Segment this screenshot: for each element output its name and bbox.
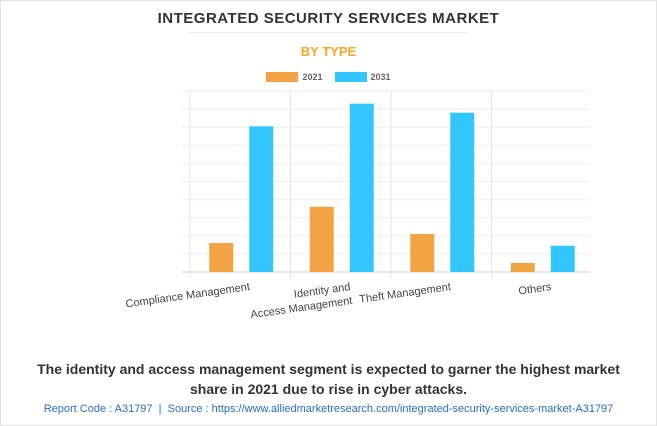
bar-2031	[349, 103, 374, 272]
x-tick-label: Identity andAccess Management	[248, 281, 353, 321]
legend-item-2021[interactable]: 2021	[266, 72, 323, 82]
x-tick-label-line: Theft Management	[359, 281, 452, 306]
caption: The identity and access management segme…	[0, 359, 657, 399]
caption-line: share in 2021 due to rise in cyber attac…	[189, 381, 468, 397]
bar-2021	[209, 243, 234, 272]
legend-label: 2021	[302, 72, 323, 82]
x-tick-label: Compliance Management	[125, 281, 251, 310]
legend: 2021 2031	[0, 72, 657, 82]
caption-line: The identity and access management segme…	[37, 361, 620, 377]
legend-swatch-2031	[334, 72, 367, 82]
chart-subtitle: BY TYPE	[300, 44, 357, 59]
source-footer[interactable]: Report Code : A31797 | Source : https://…	[43, 403, 614, 415]
bar-2031	[450, 112, 475, 272]
bar-2021	[410, 233, 435, 272]
bar-2021	[309, 206, 334, 272]
bar-chart: Compliance Management Identity andAccess …	[125, 90, 590, 321]
chart-title: INTEGRATED SECURITY SERVICES MARKET	[157, 10, 500, 27]
bar-2021	[510, 262, 535, 272]
x-tick-label-line: Others	[518, 281, 553, 298]
legend-item-2031[interactable]: 2031	[334, 72, 391, 82]
title-divider	[188, 32, 468, 33]
bar-2031	[550, 245, 575, 272]
x-tick-label: Theft Management	[359, 281, 452, 306]
legend-label: 2031	[370, 72, 391, 82]
bar-2031	[249, 126, 274, 272]
x-tick-label: Others	[518, 281, 553, 298]
legend-swatch-2021	[266, 72, 299, 82]
x-tick-label-line: Compliance Management	[125, 281, 251, 310]
